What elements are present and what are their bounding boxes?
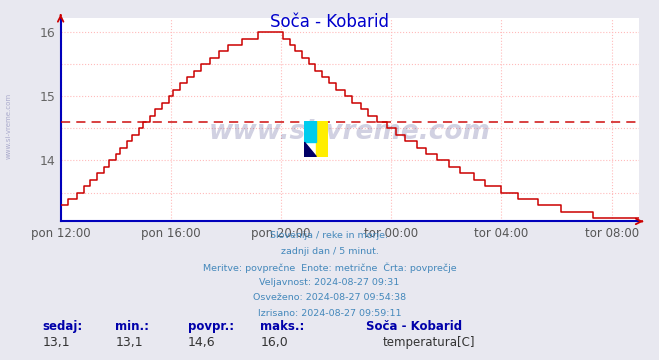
Text: zadnji dan / 5 minut.: zadnji dan / 5 minut. <box>281 247 378 256</box>
Text: Meritve: povprečne  Enote: metrične  Črta: povprečje: Meritve: povprečne Enote: metrične Črta:… <box>203 262 456 273</box>
Text: sedaj:: sedaj: <box>43 320 83 333</box>
Text: Soča - Kobarid: Soča - Kobarid <box>270 13 389 31</box>
Text: povpr.:: povpr.: <box>188 320 234 333</box>
Text: www.si-vreme.com: www.si-vreme.com <box>5 93 12 159</box>
Text: Soča - Kobarid: Soča - Kobarid <box>366 320 462 333</box>
Bar <box>316 121 328 157</box>
Text: 13,1: 13,1 <box>115 336 143 349</box>
Text: temperatura[C]: temperatura[C] <box>382 336 474 349</box>
Text: 13,1: 13,1 <box>43 336 71 349</box>
Text: min.:: min.: <box>115 320 150 333</box>
Text: Slovenija / reke in morje.: Slovenija / reke in morje. <box>270 231 389 240</box>
Text: Osveženo: 2024-08-27 09:54:38: Osveženo: 2024-08-27 09:54:38 <box>253 293 406 302</box>
Text: Izrisano: 2024-08-27 09:59:11: Izrisano: 2024-08-27 09:59:11 <box>258 309 401 318</box>
Text: www.si-vreme.com: www.si-vreme.com <box>209 119 491 145</box>
Text: 14,6: 14,6 <box>188 336 215 349</box>
Polygon shape <box>304 142 316 157</box>
Text: maks.:: maks.: <box>260 320 304 333</box>
Text: 16,0: 16,0 <box>260 336 288 349</box>
Polygon shape <box>304 121 316 142</box>
Text: Veljavnost: 2024-08-27 09:31: Veljavnost: 2024-08-27 09:31 <box>260 278 399 287</box>
